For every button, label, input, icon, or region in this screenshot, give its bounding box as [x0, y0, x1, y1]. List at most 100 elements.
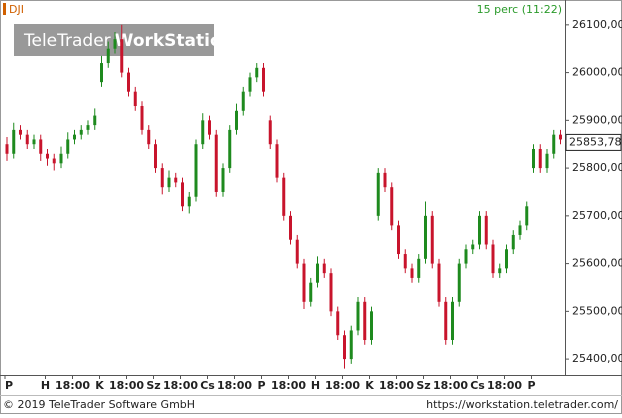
x-tick-label: H: [311, 379, 320, 392]
candle-body: [471, 244, 475, 250]
x-tick-label: K: [365, 379, 374, 392]
candle-body: [241, 91, 245, 111]
candle-body: [437, 263, 441, 302]
subtitle: 15 perc (11:22): [477, 3, 562, 16]
candle-body: [106, 48, 110, 64]
y-tick-label: 25400,00: [572, 352, 622, 365]
x-tick-label: K: [95, 379, 104, 392]
candle-body: [194, 144, 198, 197]
candle-body: [262, 67, 265, 92]
url: https://workstation.teletrader.com/: [426, 398, 618, 411]
candle-body: [127, 72, 130, 92]
candle-body: [376, 172, 380, 216]
watermark: TeleTrader WorkStation: [23, 31, 234, 51]
watermark-b: WorkStation: [115, 31, 234, 51]
candle-body: [154, 144, 157, 169]
candle-body: [46, 153, 49, 159]
candle-body: [370, 311, 373, 341]
candle-body: [5, 144, 9, 154]
candle-body: [552, 134, 556, 154]
candle-body: [275, 144, 279, 178]
candle-body: [289, 215, 292, 240]
copyright: © 2019 TeleTrader Software GmbH: [3, 398, 195, 411]
candle-body: [255, 67, 259, 78]
y-tick-label: 25600,00: [572, 257, 622, 270]
candle-body: [545, 153, 549, 169]
candle-body: [214, 134, 218, 192]
x-tick-label: H: [41, 379, 50, 392]
title-marker: [3, 3, 6, 15]
x-tick-label: 18:00: [271, 379, 306, 392]
candle-body: [235, 110, 238, 130]
candle-body: [525, 206, 529, 226]
candle-body: [86, 125, 90, 130]
candle-body: [12, 129, 16, 154]
y-tick-label: 25900,00: [572, 113, 622, 126]
candle-body: [390, 187, 394, 226]
x-tick-label: Sz: [416, 379, 430, 392]
x-tick-label: Cs: [470, 379, 485, 392]
candle-body: [518, 225, 522, 235]
candle-body: [140, 106, 144, 130]
candle-body: [228, 129, 232, 169]
last-value-box: [565, 133, 622, 151]
x-tick-label: 18:00: [325, 379, 360, 392]
candle-body: [93, 115, 97, 126]
y-tick-label: 26000,00: [572, 66, 622, 79]
candle-body: [329, 273, 333, 312]
y-tick-label: 25700,00: [572, 209, 622, 222]
candle-body: [484, 215, 488, 245]
candle-body: [464, 249, 468, 264]
y-tick-label: 25800,00: [572, 161, 622, 174]
x-tick-label: 18:00: [55, 379, 90, 392]
candle-body: [457, 263, 461, 302]
candle-body: [268, 120, 272, 145]
candle-body: [538, 148, 542, 169]
candle-body: [120, 39, 124, 73]
candle-body: [302, 263, 306, 302]
candle-body: [201, 120, 205, 145]
x-tick-label: P: [257, 379, 265, 392]
candle-body: [343, 335, 346, 360]
candle-body: [559, 134, 562, 140]
candle-body: [282, 177, 286, 216]
candle-body: [295, 239, 299, 264]
candle-body: [336, 311, 340, 336]
x-tick-label: Cs: [200, 379, 215, 392]
x-tick-label: Sz: [146, 379, 160, 392]
candle-body: [363, 301, 367, 341]
candle-body: [39, 139, 43, 154]
x-tick-label: P: [5, 379, 13, 392]
candle-body: [424, 215, 427, 259]
candle-body: [498, 268, 502, 274]
candle-body: [133, 91, 137, 107]
candle-body: [491, 244, 495, 274]
x-tick-label: 18:00: [487, 379, 522, 392]
candle-body: [248, 77, 252, 92]
watermark-a: TeleTrader: [23, 31, 111, 51]
chart-title: DJI: [9, 3, 24, 16]
candle-body: [349, 330, 353, 360]
candle-body: [511, 234, 515, 250]
candle-body: [100, 63, 103, 83]
candle-body: [167, 177, 171, 188]
candle-body: [187, 196, 191, 207]
x-tick-label: P: [527, 379, 535, 392]
candle-body: [322, 263, 326, 274]
candle-body: [73, 134, 76, 140]
candle-body: [147, 129, 151, 145]
candle-body: [174, 177, 178, 183]
candle-body: [403, 254, 407, 269]
candle-body: [451, 301, 454, 341]
candle-body: [19, 129, 22, 135]
candle-body: [25, 134, 29, 145]
x-tick-label: 18:00: [217, 379, 252, 392]
candle-body: [52, 158, 56, 164]
candle-body: [208, 120, 211, 135]
candle-body: [316, 263, 319, 283]
y-tick-label: 25500,00: [572, 304, 622, 317]
candle-body: [356, 301, 360, 331]
